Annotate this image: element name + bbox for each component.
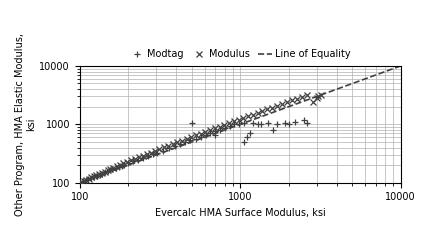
Modulus [114,165,119,168]
X-axis label: Evercalc HMA Surface Modulus, ksi: Evercalc HMA Surface Modulus, ksi [154,208,325,218]
Modtag [119,164,124,167]
Line: Modtag: Modtag [76,116,310,186]
Legend: Modtag, Modulus, Line of Equality: Modtag, Modulus, Line of Equality [126,45,354,63]
Modtag [86,177,91,180]
Modulus [140,154,145,157]
Modtag [83,178,89,181]
Modulus [318,93,323,96]
Modulus [77,181,82,184]
Modtag [231,123,236,126]
Modulus [207,129,212,132]
Modulus [284,101,289,104]
Modtag [77,181,82,184]
Modtag [301,118,306,121]
Modulus [108,168,113,170]
Modtag [160,149,165,152]
Modtag [236,123,241,126]
Modulus [188,136,194,139]
Line: Modulus: Modulus [77,92,324,186]
Y-axis label: Other Program, HMA Elastic Modulus,
ksi: Other Program, HMA Elastic Modulus, ksi [15,33,37,216]
